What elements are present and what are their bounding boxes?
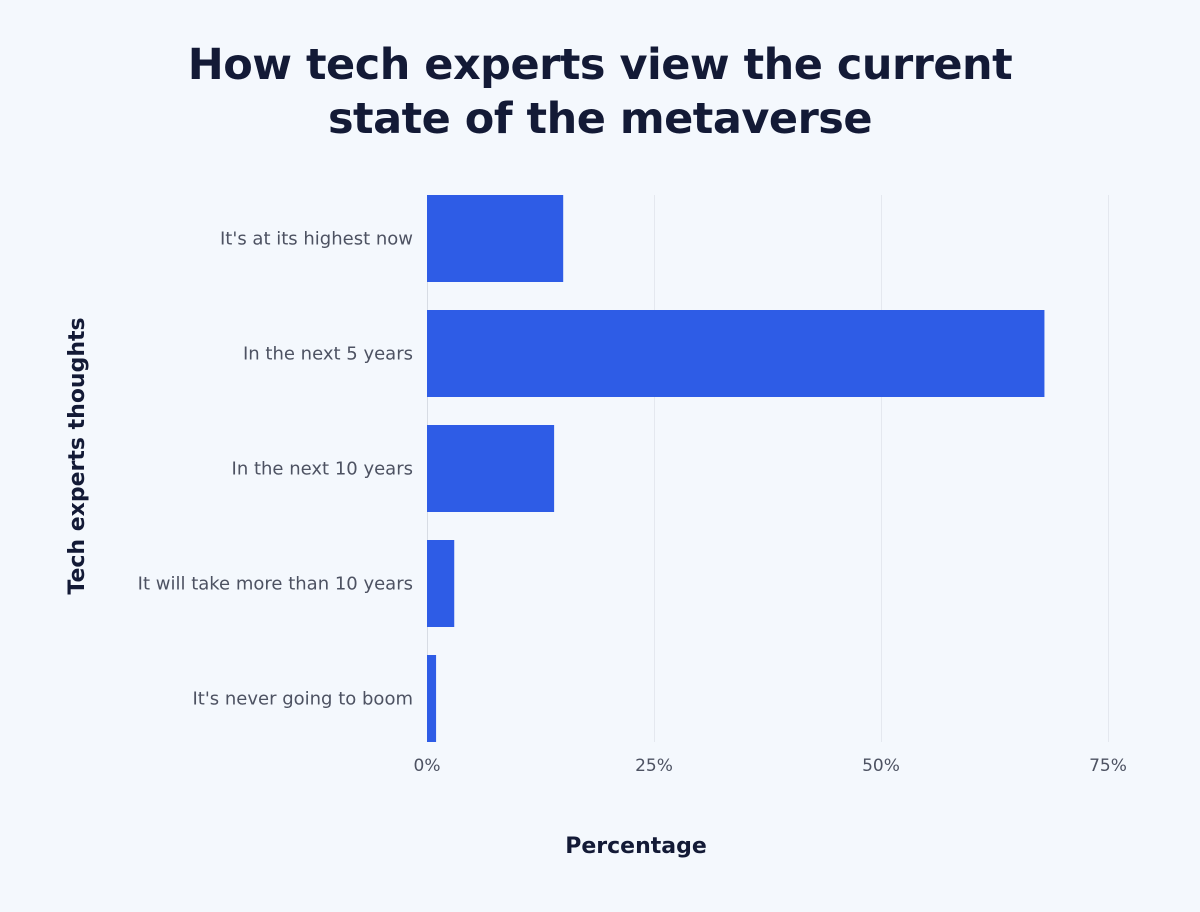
category-label: It's at its highest now bbox=[220, 229, 413, 250]
chart-title: How tech experts view the current state … bbox=[0, 38, 1200, 146]
bar bbox=[427, 195, 564, 282]
x-tick-labels: 0% 25% 50% 75% bbox=[414, 756, 1127, 776]
category-label: In the next 10 years bbox=[232, 459, 413, 480]
category-label: In the next 5 years bbox=[243, 344, 413, 365]
x-tick-label: 50% bbox=[862, 756, 900, 776]
chart-title-line-1: How tech experts view the current bbox=[187, 40, 1013, 90]
category-label: It will take more than 10 years bbox=[138, 574, 413, 595]
bar bbox=[427, 310, 1045, 397]
bar bbox=[427, 540, 455, 627]
bars bbox=[427, 195, 1045, 742]
chart-title-line-2: state of the metaverse bbox=[327, 94, 873, 144]
bar bbox=[427, 655, 437, 742]
bar bbox=[427, 425, 555, 512]
y-axis-title: Tech experts thoughts bbox=[65, 317, 90, 594]
category-labels: It's at its highest now In the next 5 yea… bbox=[138, 229, 413, 710]
category-label: It's never going to boom bbox=[192, 689, 413, 710]
x-axis-title: Percentage bbox=[565, 834, 707, 859]
x-tick-label: 0% bbox=[414, 756, 441, 776]
x-tick-label: 25% bbox=[635, 756, 673, 776]
x-tick-label: 75% bbox=[1089, 756, 1127, 776]
